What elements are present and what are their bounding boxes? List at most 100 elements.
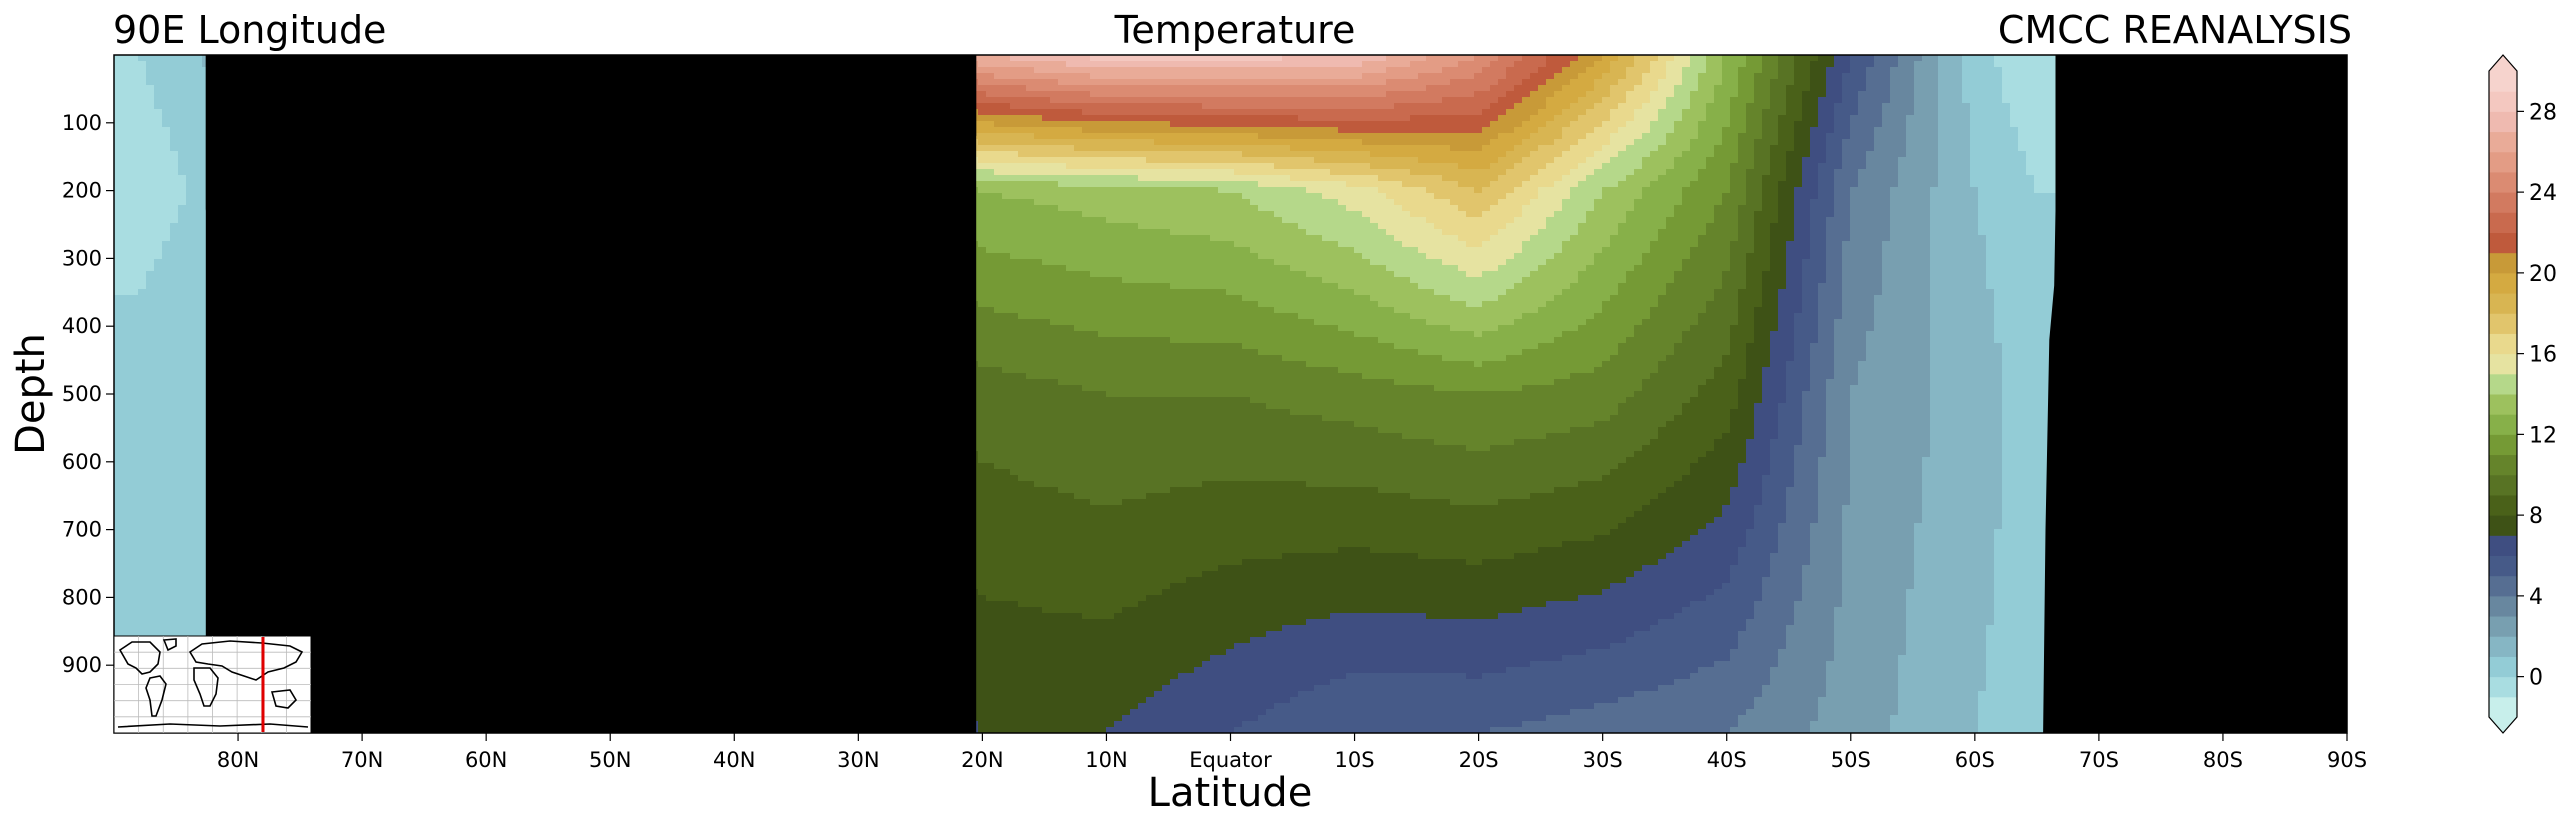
contour-cell bbox=[122, 127, 131, 134]
contour-cell bbox=[114, 439, 123, 446]
contour-cell bbox=[130, 259, 139, 266]
contour-cell bbox=[162, 325, 171, 332]
contour-cell bbox=[122, 151, 131, 158]
contour-cell bbox=[186, 361, 195, 368]
contour-cell bbox=[178, 331, 187, 338]
plot-area bbox=[114, 55, 2347, 733]
contour-cell bbox=[194, 499, 203, 506]
contour-cell bbox=[178, 211, 187, 218]
contour-cell bbox=[138, 613, 147, 620]
contour-cell bbox=[170, 217, 179, 224]
contour-cell bbox=[162, 589, 171, 596]
contour-cell bbox=[130, 415, 139, 422]
contour-cell bbox=[170, 565, 179, 572]
contour-cell bbox=[186, 469, 195, 476]
contour-cell bbox=[170, 91, 179, 98]
contour-cell bbox=[162, 631, 171, 638]
contour-cell bbox=[186, 151, 195, 158]
contour-cell bbox=[146, 493, 155, 500]
contour-cell bbox=[170, 415, 179, 422]
contour-cell bbox=[154, 511, 163, 518]
contour-cell bbox=[186, 175, 195, 182]
contour-cell bbox=[162, 361, 171, 368]
contour-cell bbox=[154, 385, 163, 392]
contour-cell bbox=[130, 547, 139, 554]
contour-cell bbox=[170, 379, 179, 386]
contour-cell bbox=[154, 313, 163, 320]
contour-cell bbox=[170, 337, 179, 344]
contour-cell bbox=[114, 193, 123, 200]
contour-cell bbox=[170, 331, 179, 338]
contour-cell bbox=[162, 79, 171, 86]
contour-cell bbox=[194, 601, 203, 608]
contour-cell bbox=[130, 469, 139, 476]
contour-cell bbox=[154, 127, 163, 134]
contour-cell bbox=[146, 319, 155, 326]
contour-cell bbox=[130, 331, 139, 338]
contour-cell bbox=[138, 79, 147, 86]
contour-cell bbox=[114, 397, 123, 404]
contour-cell bbox=[162, 457, 171, 464]
contour-cell bbox=[138, 271, 147, 278]
contour-cell bbox=[122, 481, 131, 488]
contour-cell bbox=[138, 313, 147, 320]
contour-cell bbox=[170, 463, 179, 470]
contour-cell bbox=[178, 343, 187, 350]
contour-cell bbox=[186, 115, 195, 122]
contour-cell bbox=[138, 517, 147, 524]
contour-cell bbox=[138, 229, 147, 236]
contour-cell bbox=[178, 391, 187, 398]
contour-cell bbox=[194, 385, 203, 392]
contour-cell bbox=[170, 511, 179, 518]
contour-cell bbox=[130, 193, 139, 200]
contour-cell bbox=[186, 217, 195, 224]
contour-cell bbox=[122, 421, 131, 428]
contour-cell bbox=[162, 67, 171, 74]
contour-cell bbox=[194, 253, 203, 260]
contour-cell bbox=[130, 463, 139, 470]
contour-cell bbox=[154, 229, 163, 236]
contour-cell bbox=[114, 535, 123, 542]
contour-cell bbox=[178, 55, 187, 62]
contour-cell bbox=[194, 619, 203, 626]
contour-cell bbox=[162, 295, 171, 302]
contour-cell bbox=[146, 61, 155, 68]
contour-cell bbox=[146, 571, 155, 578]
contour-cell bbox=[122, 283, 131, 290]
contour-cell bbox=[154, 571, 163, 578]
contour-cell bbox=[186, 457, 195, 464]
contour-cell bbox=[186, 463, 195, 470]
contour-cell bbox=[114, 157, 123, 164]
contour-cell bbox=[130, 583, 139, 590]
contour-cell bbox=[138, 151, 147, 158]
contour-cell bbox=[130, 253, 139, 260]
contour-cell bbox=[122, 577, 131, 584]
contour-cell bbox=[146, 205, 155, 212]
contour-cell bbox=[130, 601, 139, 608]
contour-cell bbox=[162, 145, 171, 152]
contour-cell bbox=[138, 157, 147, 164]
contour-cell bbox=[162, 487, 171, 494]
contour-cell bbox=[162, 523, 171, 530]
contour-cell bbox=[178, 61, 187, 68]
contour-cell bbox=[146, 295, 155, 302]
contour-cell bbox=[178, 589, 187, 596]
contour-cell bbox=[146, 487, 155, 494]
contour-cell bbox=[194, 337, 203, 344]
contour-cell bbox=[154, 307, 163, 314]
contour-cell bbox=[178, 577, 187, 584]
contour-cell bbox=[122, 271, 131, 278]
contour-cell bbox=[194, 295, 203, 302]
contour-cell bbox=[186, 325, 195, 332]
contour-cell bbox=[194, 469, 203, 476]
contour-cell bbox=[162, 73, 171, 80]
contour-cell bbox=[186, 487, 195, 494]
contour-cell bbox=[154, 331, 163, 338]
contour-cell bbox=[114, 253, 123, 260]
contour-cell bbox=[154, 613, 163, 620]
contour-cell bbox=[170, 409, 179, 416]
contour-cell bbox=[154, 391, 163, 398]
contour-cell bbox=[146, 121, 155, 128]
contour-cell bbox=[186, 343, 195, 350]
contour-cell bbox=[154, 223, 163, 230]
